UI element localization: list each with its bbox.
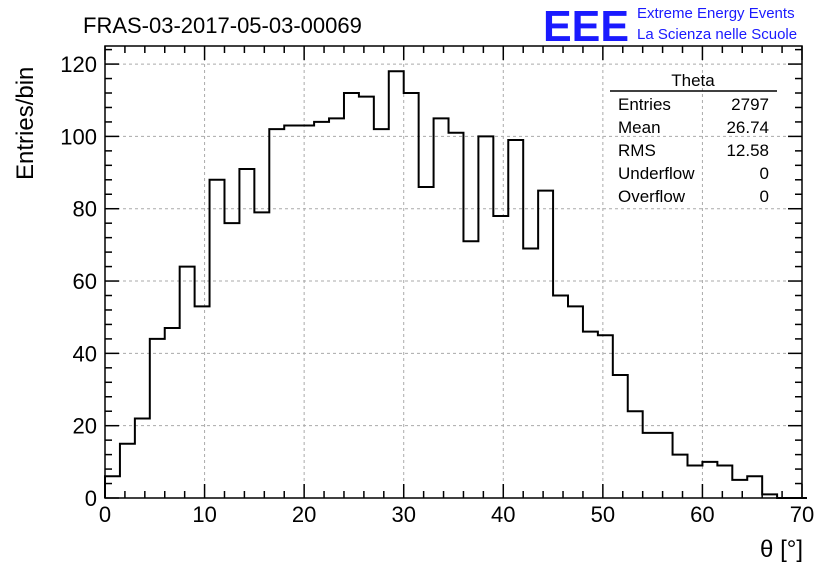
logo-line-2: La Scienza nelle Scuole (637, 26, 797, 43)
x-tick-label: 30 (391, 502, 415, 527)
logo-mark: EEE (543, 2, 629, 51)
y-tick-label: 40 (73, 341, 97, 366)
x-tick-labels: 0 10 20 30 40 50 60 70 (99, 502, 814, 527)
logo-line-1: Extreme Energy Events (637, 5, 795, 22)
stats-value: 26.74 (726, 118, 769, 137)
axis-ticks (104, 46, 803, 499)
x-axis-label: θ [°] (760, 536, 803, 563)
x-tick-label: 60 (690, 502, 714, 527)
y-tick-label: 100 (60, 124, 97, 149)
x-tick-label: 70 (790, 502, 814, 527)
x-tick-label: 40 (491, 502, 515, 527)
y-tick-label: 120 (60, 52, 97, 77)
y-axis-label: Entries/bin (12, 67, 39, 180)
stats-value: 2797 (731, 95, 769, 114)
x-tick-label: 0 (99, 502, 111, 527)
y-tick-label: 80 (73, 197, 97, 222)
y-tick-labels: 0 20 40 60 80 100 120 (60, 52, 97, 511)
y-tick-label: 20 (73, 414, 97, 439)
stats-box: Theta Entries 2797 Mean 26.74 RMS 12.58 Underf… (610, 71, 777, 206)
histogram-line (104, 70, 807, 499)
plot-frame (104, 45, 803, 499)
stats-rows: Entries 2797 Mean 26.74 RMS 12.58 Underflow 0 Ov… (618, 95, 769, 206)
stats-label: Mean (618, 118, 661, 137)
stats-value: 0 (760, 187, 769, 206)
stats-label: Entries (618, 95, 671, 114)
eee-logo: EEE Extreme Energy Events La Scienza nel… (543, 2, 797, 51)
y-tick-label: 0 (85, 486, 97, 511)
stats-label: Underflow (618, 164, 695, 183)
x-tick-label: 20 (292, 502, 316, 527)
stats-label: Overflow (618, 187, 686, 206)
y-tick-label: 60 (73, 269, 97, 294)
stats-title: Theta (671, 71, 715, 90)
grid-lines (105, 46, 802, 498)
stats-value: 0 (760, 164, 769, 183)
x-tick-label: 10 (192, 502, 216, 527)
x-tick-label: 50 (591, 502, 615, 527)
stats-value: 12.58 (726, 141, 769, 160)
stats-label: RMS (618, 141, 656, 160)
chart-title: FRAS-03-2017-05-03-00069 (83, 13, 362, 38)
